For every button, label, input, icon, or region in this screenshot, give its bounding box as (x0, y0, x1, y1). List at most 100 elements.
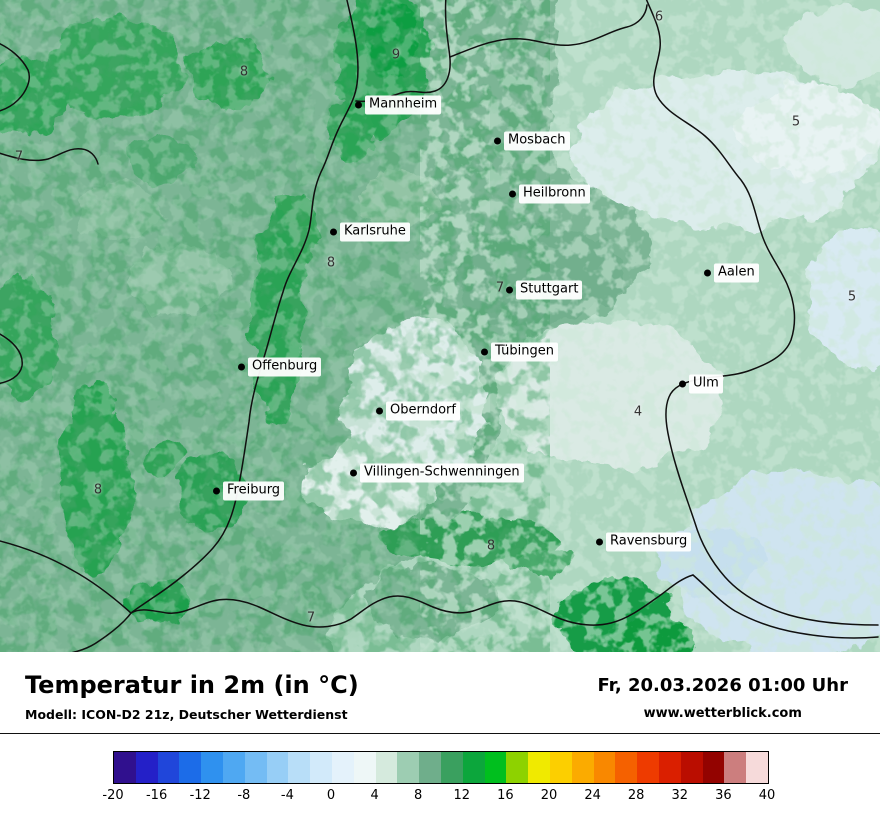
legend-color-cell (310, 752, 332, 784)
temperature-value: 9 (391, 47, 401, 63)
city-label: Aalen (714, 263, 759, 283)
legend-color-cell (549, 752, 572, 784)
temperature-labels-layer: 9 8 6 5 7 8 7 5 4 8 8 7 (14, 9, 857, 626)
legend-color-cell (506, 752, 529, 784)
temperature-value: 5 (791, 114, 801, 130)
city-dot-icon (330, 228, 337, 236)
valid-datetime: Fr, 20.03.2026 01:00 Uhr (597, 675, 849, 696)
legend-tick-label: -16 (145, 788, 168, 804)
legend-tick-label: 28 (627, 788, 645, 804)
legend-color-cell (288, 752, 311, 784)
city-label: Villingen-Schwenningen (360, 463, 524, 483)
city-dot-icon (213, 487, 220, 495)
temperature-field (0, 0, 880, 652)
legend-tick-label: 4 (370, 788, 379, 804)
legend-color-cell (266, 752, 289, 784)
temperature-value: 5 (847, 289, 857, 305)
legend-tick-label: 40 (758, 788, 776, 804)
legend-color-bar (113, 751, 769, 785)
temperature-value: 7 (14, 149, 24, 165)
legend-color-cell (222, 752, 245, 784)
legend-color-cell (397, 752, 420, 784)
legend-color-cell (331, 752, 354, 784)
city-label: Mannheim (365, 95, 442, 115)
temperature-legend: -20 -16 -12 -8 -4 0 4 8 12 16 20 24 28 32 36 40 (0, 734, 880, 822)
city-dot-icon (506, 286, 513, 294)
legend-color-cell (702, 752, 725, 784)
model-info: Modell: ICON-D2 21z, Deutscher Wetterdie… (25, 707, 348, 723)
city-dot-icon (509, 190, 516, 198)
legend-color-cell (114, 752, 136, 784)
city-marker: Karlsruhe (330, 222, 410, 242)
legend-tick-label: 8 (414, 788, 423, 804)
legend-color-cell (680, 752, 703, 784)
state-borders (0, 0, 879, 652)
temperature-value: 6 (654, 9, 664, 25)
legend-color-cell (724, 752, 747, 784)
city-dot-icon (494, 137, 501, 145)
legend-color-cell (201, 752, 223, 784)
city-label: Oberndorf (386, 401, 460, 421)
legend-color-cell (440, 752, 463, 784)
legend-color-cell (658, 752, 681, 784)
city-dot-icon (596, 538, 603, 546)
city-marker: Mannheim (355, 95, 442, 115)
legend-tick-label: -20 (102, 788, 124, 804)
legend-tick-labels: -20 -16 -12 -8 -4 0 4 8 12 16 20 24 28 32 36 40 (102, 788, 775, 806)
temperature-value: 7 (495, 280, 505, 296)
legend-color-cell (179, 752, 202, 784)
city-marker: Heilbronn (509, 184, 590, 204)
city-markers-layer: Mannheim Mosbach Heilbronn Karlsruhe Stu… (213, 95, 759, 552)
legend-color-cell (593, 752, 616, 784)
panel-header: Temperatur in 2m (in °C) Modell: ICON-D2… (0, 652, 880, 723)
city-marker: Freiburg (213, 481, 285, 501)
legend-color-cell (462, 752, 485, 784)
temperature-value: 8 (326, 255, 336, 271)
legend-color-cell (484, 752, 507, 784)
legend-tick-label: 32 (671, 788, 689, 804)
city-dot-icon (355, 101, 362, 109)
legend-tick-label: 24 (584, 788, 601, 804)
legend-color-cell (375, 752, 398, 784)
legend-color-cell (419, 752, 441, 784)
city-marker: Tübingen (481, 342, 558, 362)
legend-tick-label: 12 (453, 788, 471, 804)
legend-color-cell (528, 752, 550, 784)
info-panel: Temperatur in 2m (in °C) Modell: ICON-D2… (0, 652, 880, 830)
legend-tick-label: -8 (237, 788, 251, 804)
city-marker: Offenburg (238, 357, 322, 377)
city-marker: Mosbach (494, 131, 570, 151)
city-marker: Villingen-Schwenningen (350, 463, 524, 483)
legend-tick-label: 36 (715, 788, 732, 804)
city-label: Karlsruhe (340, 222, 410, 242)
city-marker: Oberndorf (376, 401, 460, 421)
legend-tick-label: 16 (497, 788, 514, 804)
temperature-value: 8 (486, 538, 496, 554)
city-label: Freiburg (223, 481, 285, 501)
city-marker: Ravensburg (596, 532, 692, 552)
city-dot-icon (238, 363, 245, 371)
temperature-value: 8 (93, 482, 103, 498)
city-marker: Ulm (679, 374, 723, 394)
temperature-value: 4 (633, 404, 643, 420)
city-marker: Stuttgart (506, 280, 583, 300)
divider-line (0, 733, 880, 735)
temperature-value: 7 (306, 610, 316, 626)
city-label: Ulm (689, 374, 723, 394)
legend-tick-label: -4 (280, 788, 294, 804)
city-label: Heilbronn (519, 184, 590, 204)
website-url: www.wetterblick.com (643, 706, 802, 721)
legend-tick-label: 0 (326, 788, 336, 804)
city-label: Ravensburg (606, 532, 692, 552)
city-label: Stuttgart (516, 280, 583, 300)
legend-color-cell (637, 752, 659, 784)
city-dot-icon (350, 469, 357, 477)
city-label: Mosbach (504, 131, 570, 151)
legend-color-cell (571, 752, 594, 784)
city-dot-icon (376, 407, 383, 415)
city-label: Tübingen (491, 342, 558, 362)
page-title: Temperatur in 2m (in °C) (25, 671, 359, 699)
legend-color-cell (135, 752, 158, 784)
legend-color-cell (746, 752, 768, 784)
legend-tick-label: 20 (540, 788, 558, 804)
